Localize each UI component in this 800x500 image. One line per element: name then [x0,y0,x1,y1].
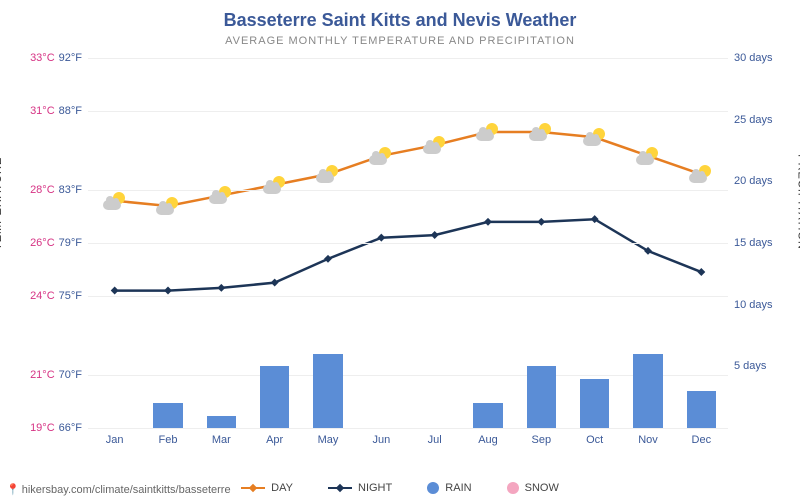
weather-icon [529,123,553,141]
grid-line [88,375,728,376]
grid-line [88,428,728,429]
x-tick: Jul [428,434,442,446]
y-left-tick: 24°C75°F [10,290,82,302]
x-tick: Aug [478,434,498,446]
y-left-tick: 19°C66°F [10,422,82,434]
y-right-axis-title: PRECIPITATION [796,154,800,250]
legend-rain: RAIN [427,482,471,494]
weather-icon [316,165,340,183]
pin-icon: 📍 [6,484,20,496]
grid-line [88,296,728,297]
rain-bar [153,403,182,428]
y-left-axis-title: TEMPERATURE [0,157,4,250]
weather-icon [209,186,233,204]
grid-line [88,190,728,191]
grid-line [88,58,728,59]
weather-icon [423,136,447,154]
x-tick: Apr [266,434,283,446]
y-right-tick: 25 days [734,114,778,126]
rain-bar [633,354,662,428]
weather-icon [583,128,607,146]
source-footer: 📍hikersbay.com/climate/saintkitts/basset… [6,483,231,496]
x-tick: Mar [212,434,231,446]
x-tick: Oct [586,434,603,446]
weather-icon [369,147,393,165]
legend-snow: SNOW [507,482,559,494]
grid-line [88,243,728,244]
legend-day: DAY [241,482,293,494]
y-right-tick: 20 days [734,175,778,187]
x-tick: May [318,434,339,446]
rain-bar [260,366,289,428]
y-left-tick: 31°C88°F [10,105,82,117]
y-right-tick: 15 days [734,237,778,249]
x-tick: Nov [638,434,658,446]
weather-icon [103,192,127,210]
rain-bar [687,391,716,428]
y-right-tick: 30 days [734,52,778,64]
x-tick: Feb [159,434,178,446]
y-left-tick: 26°C79°F [10,237,82,249]
x-tick: Dec [692,434,712,446]
y-left-tick: 33°C92°F [10,52,82,64]
rain-bar [313,354,342,428]
legend-night: NIGHT [328,482,392,494]
weather-icon [689,165,713,183]
weather-icon [636,147,660,165]
y-left-tick: 21°C70°F [10,369,82,381]
grid-line [88,111,728,112]
x-tick: Sep [532,434,552,446]
x-tick: Jun [372,434,390,446]
weather-icon [263,176,287,194]
chart-title: Basseterre Saint Kitts and Nevis Weather [0,0,800,31]
y-right-tick: 10 days [734,299,778,311]
rain-bar [207,416,236,428]
y-right-tick: 5 days [734,360,778,372]
y-left-tick: 28°C83°F [10,184,82,196]
weather-icon [156,197,180,215]
chart-subtitle: AVERAGE MONTHLY TEMPERATURE AND PRECIPIT… [0,35,800,47]
chart-plot-area: 19°C66°F21°C70°F24°C75°F26°C79°F28°C83°F… [88,58,728,428]
rain-bar [580,379,609,428]
weather-icon [476,123,500,141]
x-tick: Jan [106,434,124,446]
rain-bar [527,366,556,428]
rain-bar [473,403,502,428]
